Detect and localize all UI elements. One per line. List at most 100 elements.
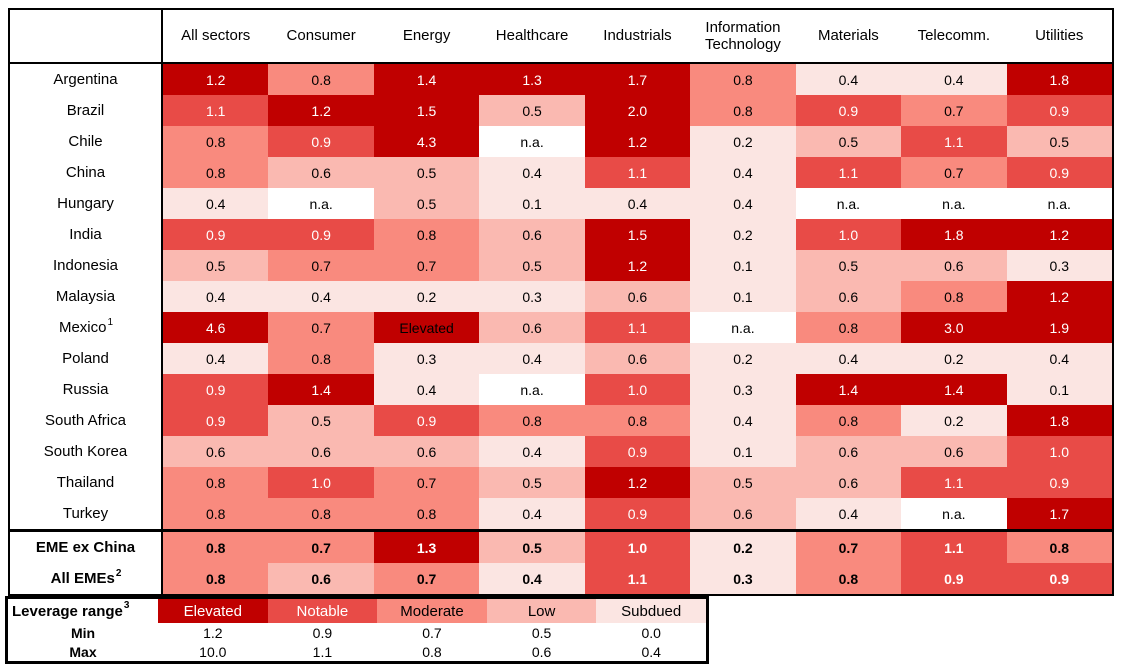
- country-rows-section: Argentina 1.2 0.8 1.4 1.3 1.7 0.8 0.4 0.4 1.8 Braz…: [10, 64, 1112, 529]
- value-cell: 0.1: [1006, 374, 1112, 405]
- value-cell: 1.4: [795, 374, 902, 405]
- value-cell: 1.1: [901, 126, 1007, 157]
- value-cell: 1.5: [584, 219, 691, 250]
- row-label: South Korea: [10, 436, 163, 467]
- row-label-text: Poland: [62, 350, 109, 367]
- value-cell: 0.6: [479, 312, 585, 343]
- row-label: Argentina: [10, 64, 163, 95]
- row-label: South Africa: [10, 405, 163, 436]
- value-cell: 0.4: [479, 157, 585, 188]
- value-cell: 0.8: [268, 343, 374, 374]
- value-cell: 0.8: [163, 157, 269, 188]
- table-header-row: All sectors Consumer Energy Healthcare Indus…: [10, 10, 1112, 64]
- legend-max-label: Max: [69, 643, 97, 660]
- value-cell: 0.3: [690, 563, 796, 594]
- value-cell: 1.8: [1006, 64, 1112, 95]
- column-header: Industrials: [603, 27, 672, 45]
- value-cell: 0.8: [690, 95, 796, 126]
- value-cell: 0.5: [795, 126, 902, 157]
- value-cell: 0.6: [795, 467, 902, 498]
- value-cell: 1.8: [1006, 405, 1112, 436]
- table-row: Malaysia 0.4 0.4 0.2 0.3 0.6 0.1 0.6 0.8 1.2: [10, 281, 1112, 312]
- value-cell: 0.2: [690, 219, 796, 250]
- row-label-text: South Korea: [43, 443, 128, 460]
- value-cell: 0.7: [268, 250, 374, 281]
- value-cell: 0.8: [1006, 532, 1112, 563]
- value-cell: 0.8: [795, 312, 902, 343]
- value-cell: 0.4: [795, 498, 902, 529]
- table-row: All EMEs 2 0.8 0.6 0.7 0.4 1.1 0.3 0.8 0.9 0.9: [10, 563, 1112, 594]
- value-cell: 0.6: [690, 498, 796, 529]
- legend-min-row: Min 1.2 0.9 0.7 0.5 0.0: [8, 623, 706, 642]
- value-cell: 0.4: [163, 188, 269, 219]
- legend-min-value: 0.9: [312, 624, 333, 641]
- value-cell: 0.2: [690, 343, 796, 374]
- legend-max-value: 10.0: [199, 643, 227, 660]
- value-cell: 0.9: [373, 405, 480, 436]
- value-cell: 0.9: [1006, 467, 1112, 498]
- value-cell: 0.5: [163, 250, 269, 281]
- table-row: Mexico 1 4.6 0.7 Elevated 0.6 1.1 n.a. 0.8 3.0 1.9: [10, 312, 1112, 343]
- row-label-text: Chile: [68, 133, 103, 150]
- value-cell: 0.4: [479, 436, 585, 467]
- value-cell: 0.9: [584, 498, 691, 529]
- value-cell: 1.1: [795, 157, 902, 188]
- value-cell: 1.2: [1006, 219, 1112, 250]
- value-cell: 0.9: [1006, 95, 1112, 126]
- value-cell: 0.2: [690, 532, 796, 563]
- value-cell: 1.1: [584, 157, 691, 188]
- value-cell: 1.1: [584, 312, 691, 343]
- row-label: EME ex China: [10, 532, 163, 563]
- value-cell: 0.5: [690, 467, 796, 498]
- value-cell: 1.7: [1006, 498, 1112, 529]
- value-cell: 1.2: [163, 64, 269, 95]
- table-row: China 0.8 0.6 0.5 0.4 1.1 0.4 1.1 0.7 0.9: [10, 157, 1112, 188]
- value-cell: 0.9: [795, 95, 902, 126]
- value-cell: 3.0: [901, 312, 1007, 343]
- value-cell: 0.4: [1006, 343, 1112, 374]
- leverage-heatmap-table: All sectors Consumer Energy Healthcare Indus…: [8, 8, 1114, 596]
- value-cell: 1.3: [373, 532, 480, 563]
- legend-min-value: 0.7: [422, 624, 442, 641]
- value-cell: 1.7: [584, 64, 691, 95]
- value-cell: 1.4: [373, 64, 480, 95]
- table-row: Poland 0.4 0.8 0.3 0.4 0.6 0.2 0.4 0.2 0.4: [10, 343, 1112, 374]
- table-row: Russia 0.9 1.4 0.4 n.a. 1.0 0.3 1.4 1.4 0.1: [10, 374, 1112, 405]
- value-cell: n.a.: [1006, 188, 1112, 219]
- value-cell: 0.4: [901, 64, 1007, 95]
- value-cell: Elevated: [373, 312, 480, 343]
- value-cell: 0.6: [795, 281, 902, 312]
- row-label-text: Brazil: [66, 102, 105, 119]
- value-cell: 0.4: [163, 281, 269, 312]
- legend-max-value: 0.8: [422, 643, 442, 660]
- value-cell: 0.6: [268, 157, 374, 188]
- value-cell: 0.2: [373, 281, 480, 312]
- table-row: Chile 0.8 0.9 4.3 n.a. 1.2 0.2 0.5 1.1 0.5: [10, 126, 1112, 157]
- value-cell: 1.0: [584, 374, 691, 405]
- value-cell: 0.4: [373, 374, 480, 405]
- table-row: EME ex China 0.8 0.7 1.3 0.5 1.0 0.2 0.7 1.1 0.8: [10, 532, 1112, 563]
- value-cell: 0.1: [690, 281, 796, 312]
- legend-category-label: Notable: [267, 599, 378, 623]
- value-cell: 0.7: [373, 563, 480, 594]
- value-cell: 0.8: [163, 498, 269, 529]
- row-label: Hungary: [10, 188, 163, 219]
- value-cell: 1.2: [268, 95, 374, 126]
- value-cell: 0.5: [795, 250, 902, 281]
- value-cell: 0.4: [795, 64, 902, 95]
- legend-min-value: 0.5: [531, 624, 552, 641]
- table-row: South Korea 0.6 0.6 0.6 0.4 0.9 0.1 0.6 0.6 1.0: [10, 436, 1112, 467]
- row-label-text: South Africa: [45, 412, 126, 429]
- value-cell: 0.6: [901, 250, 1007, 281]
- value-cell: 0.5: [373, 188, 480, 219]
- value-cell: 0.9: [901, 563, 1007, 594]
- value-cell: 0.2: [690, 126, 796, 157]
- value-cell: 0.4: [479, 343, 585, 374]
- row-label: Mexico 1: [10, 312, 163, 343]
- value-cell: 0.4: [690, 188, 796, 219]
- value-cell: 0.1: [690, 436, 796, 467]
- value-cell: 0.5: [479, 250, 585, 281]
- row-label-text: China: [65, 164, 106, 181]
- value-cell: 1.4: [901, 374, 1007, 405]
- row-label-text: Mexico: [58, 319, 107, 336]
